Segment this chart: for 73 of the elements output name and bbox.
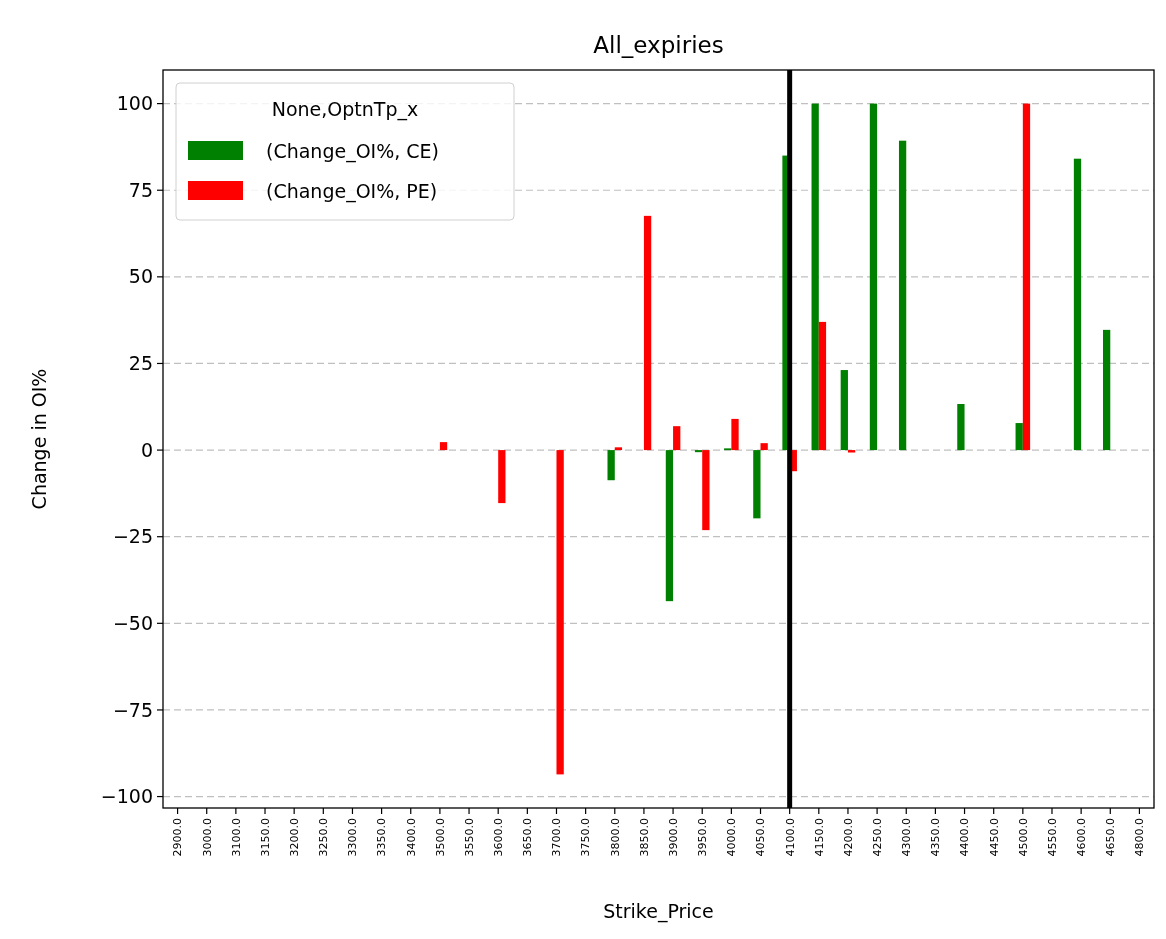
y-tick-label: −50 bbox=[112, 611, 153, 634]
x-tick-label: 4450.0 bbox=[987, 818, 1001, 857]
bar bbox=[847, 450, 856, 453]
x-tick-label: 4600.0 bbox=[1074, 818, 1088, 857]
x-tick-label: 4800.0 bbox=[1133, 818, 1147, 857]
bar bbox=[811, 103, 819, 451]
bar bbox=[607, 450, 615, 481]
legend-title: None,OptnTp_x bbox=[271, 98, 419, 121]
x-tick-label: 3100.0 bbox=[229, 818, 243, 857]
bar bbox=[702, 450, 710, 531]
bar bbox=[898, 140, 907, 451]
x-tick-label: 4200.0 bbox=[841, 818, 855, 857]
bar bbox=[614, 447, 623, 451]
bar bbox=[753, 450, 761, 519]
y-tick-label: −100 bbox=[100, 785, 153, 808]
bar bbox=[869, 103, 878, 451]
x-tick-label: 4650.0 bbox=[1104, 818, 1118, 857]
x-axis-title: Strike_Price bbox=[603, 900, 714, 923]
bar bbox=[673, 426, 681, 451]
bar bbox=[665, 450, 674, 602]
y-tick-label: 0 bbox=[140, 438, 153, 461]
bar bbox=[439, 442, 448, 451]
bar bbox=[1015, 423, 1023, 451]
y-tick-label: 25 bbox=[128, 352, 153, 375]
bar bbox=[731, 418, 739, 451]
x-tick-label: 3600.0 bbox=[492, 818, 506, 857]
x-tick-label: 3550.0 bbox=[462, 818, 476, 857]
x-tick-label: 3500.0 bbox=[433, 818, 447, 857]
bar bbox=[1022, 103, 1031, 451]
legend-label: (Change_OI%, CE) bbox=[266, 139, 440, 163]
x-tick-label: 3150.0 bbox=[258, 818, 272, 857]
x-tick-label: 4500.0 bbox=[1016, 818, 1030, 857]
x-tick-label: 3650.0 bbox=[521, 818, 535, 857]
bar bbox=[818, 321, 827, 451]
bar bbox=[1102, 329, 1111, 451]
y-tick-label: −75 bbox=[112, 698, 153, 721]
x-tick-label: 3350.0 bbox=[375, 818, 389, 857]
x-tick-label: 4000.0 bbox=[725, 818, 739, 857]
y-axis-title: Change in OI% bbox=[28, 368, 50, 510]
x-tick-label: 4150.0 bbox=[812, 818, 826, 857]
bar bbox=[1073, 158, 1082, 451]
x-tick-label: 4300.0 bbox=[900, 818, 914, 857]
y-tick-label: 50 bbox=[128, 265, 153, 288]
bar bbox=[760, 443, 768, 451]
x-tick-label: 3750.0 bbox=[579, 818, 593, 857]
x-tick-label: 3800.0 bbox=[608, 818, 622, 857]
y-tick-label: −25 bbox=[112, 525, 153, 548]
y-tick-label: 75 bbox=[128, 178, 153, 201]
bar bbox=[556, 450, 564, 775]
x-tick-label: 3000.0 bbox=[200, 818, 214, 857]
bar bbox=[840, 370, 848, 451]
y-tick-label: 100 bbox=[116, 92, 153, 115]
bar bbox=[694, 450, 703, 453]
legend-label: (Change_OI%, PE) bbox=[266, 179, 438, 203]
bar bbox=[957, 404, 965, 451]
x-tick-label: 3400.0 bbox=[404, 818, 418, 857]
x-tick-label: 2900.0 bbox=[171, 818, 185, 857]
x-tick-label: 3900.0 bbox=[666, 818, 680, 857]
bar bbox=[643, 215, 652, 451]
x-tick-label: 3700.0 bbox=[550, 818, 564, 857]
x-tick-label: 4050.0 bbox=[754, 818, 768, 857]
x-tick-label: 3250.0 bbox=[317, 818, 331, 857]
x-tick-label: 4350.0 bbox=[929, 818, 943, 857]
x-tick-label: 3850.0 bbox=[637, 818, 651, 857]
x-tick-label: 3950.0 bbox=[696, 818, 710, 857]
x-tick-label: 4100.0 bbox=[783, 818, 797, 857]
chart-title: All_expiries bbox=[593, 32, 724, 58]
x-tick-label: 4550.0 bbox=[1045, 818, 1059, 857]
bar bbox=[498, 450, 506, 504]
x-tick-label: 3300.0 bbox=[346, 818, 360, 857]
x-tick-label: 4250.0 bbox=[870, 818, 884, 857]
x-tick-label: 4400.0 bbox=[958, 818, 972, 857]
x-tick-label: 3200.0 bbox=[288, 818, 302, 857]
